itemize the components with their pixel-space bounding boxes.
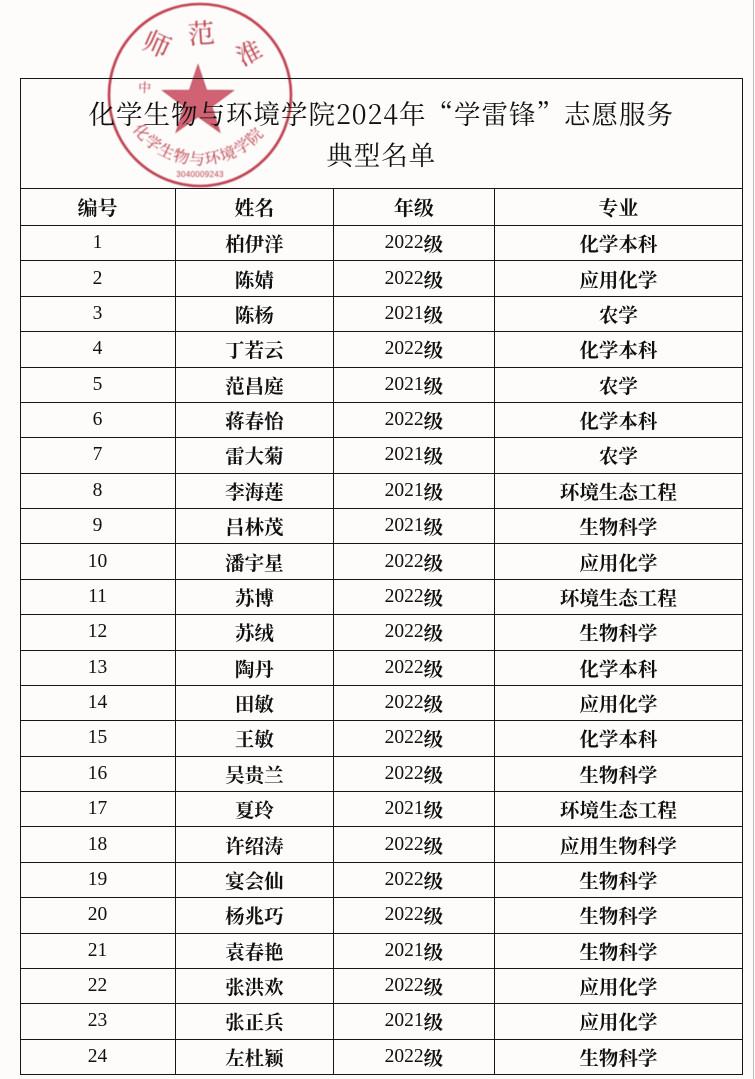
svg-text:淮: 淮 [229, 30, 268, 73]
svg-text:范: 范 [186, 11, 216, 52]
svg-text:师: 师 [137, 19, 178, 66]
